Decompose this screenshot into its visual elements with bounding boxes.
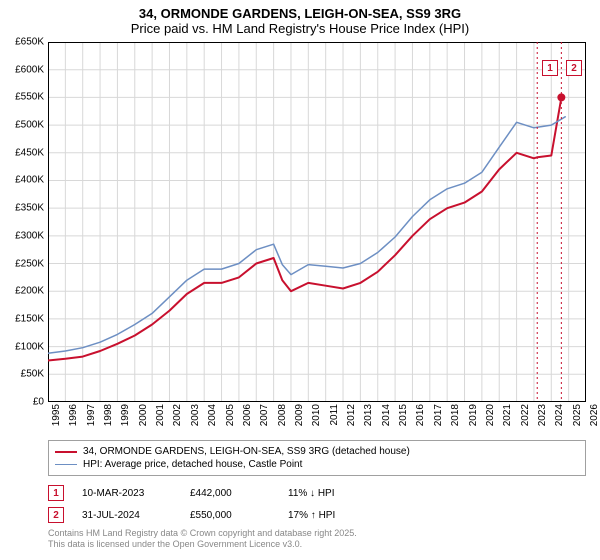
x-tick-label: 2017 <box>433 404 444 426</box>
x-tick-label: 1998 <box>103 404 114 426</box>
marker-price-2: £550,000 <box>190 510 270 521</box>
x-tick-label: 2022 <box>520 404 531 426</box>
x-tick-label: 2004 <box>207 404 218 426</box>
x-tick-label: 2011 <box>329 404 340 426</box>
y-tick-label: £500K <box>0 120 44 131</box>
x-tick-label: 2018 <box>450 404 461 426</box>
marker-date-2: 31-JUL-2024 <box>82 510 172 521</box>
x-tick-label: 2021 <box>502 404 513 426</box>
x-tick-label: 2010 <box>311 404 322 426</box>
y-tick-label: £550K <box>0 92 44 103</box>
x-tick-label: 2015 <box>398 404 409 426</box>
x-tick-label: 2014 <box>381 404 392 426</box>
x-tick-label: 2012 <box>346 404 357 426</box>
footer-attribution: Contains HM Land Registry data © Crown c… <box>48 528 357 551</box>
x-tick-label: 2016 <box>415 404 426 426</box>
legend-swatch-hpi <box>55 464 77 465</box>
x-tick-label: 2005 <box>225 404 236 426</box>
x-tick-label: 2026 <box>589 404 600 426</box>
x-tick-label: 2003 <box>190 404 201 426</box>
y-tick-label: £400K <box>0 175 44 186</box>
y-tick-label: £0 <box>0 397 44 408</box>
x-tick-label: 2006 <box>242 404 253 426</box>
x-tick-label: 1995 <box>51 404 62 426</box>
y-tick-label: £50K <box>0 369 44 380</box>
x-tick-label: 2013 <box>363 404 374 426</box>
chart-title-address: 34, ORMONDE GARDENS, LEIGH-ON-SEA, SS9 3… <box>0 6 600 21</box>
marker-table: 1 10-MAR-2023 £442,000 11% ↓ HPI 2 31-JU… <box>48 482 586 526</box>
chart-plot-area: £0£50K£100K£150K£200K£250K£300K£350K£400… <box>48 42 586 402</box>
footer-line1: Contains HM Land Registry data © Crown c… <box>48 528 357 539</box>
plot-marker-badge: 2 <box>566 60 582 76</box>
marker-price-1: £442,000 <box>190 488 270 499</box>
y-tick-label: £600K <box>0 64 44 75</box>
legend-label-price-paid: 34, ORMONDE GARDENS, LEIGH-ON-SEA, SS9 3… <box>83 446 410 457</box>
x-tick-label: 2000 <box>138 404 149 426</box>
x-tick-label: 2019 <box>468 404 479 426</box>
legend-box: 34, ORMONDE GARDENS, LEIGH-ON-SEA, SS9 3… <box>48 440 586 476</box>
x-tick-label: 2007 <box>259 404 270 426</box>
chart-svg <box>48 42 586 402</box>
footer-line2: This data is licensed under the Open Gov… <box>48 539 357 550</box>
plot-marker-badge: 1 <box>542 60 558 76</box>
marker-delta-2: 17% ↑ HPI <box>288 510 335 521</box>
marker-badge-1: 1 <box>48 485 64 501</box>
y-tick-label: £650K <box>0 37 44 48</box>
x-tick-label: 2009 <box>294 404 305 426</box>
x-tick-label: 2001 <box>155 404 166 426</box>
x-tick-label: 2024 <box>554 404 565 426</box>
y-tick-label: £200K <box>0 286 44 297</box>
marker-row-2: 2 31-JUL-2024 £550,000 17% ↑ HPI <box>48 504 586 526</box>
marker-delta-1: 11% ↓ HPI <box>288 488 335 499</box>
x-tick-label: 2025 <box>572 404 583 426</box>
chart-title-block: 34, ORMONDE GARDENS, LEIGH-ON-SEA, SS9 3… <box>0 0 600 36</box>
x-tick-label: 1996 <box>68 404 79 426</box>
y-tick-label: £450K <box>0 147 44 158</box>
x-tick-label: 2023 <box>537 404 548 426</box>
x-tick-label: 1999 <box>120 404 131 426</box>
legend-row-price-paid: 34, ORMONDE GARDENS, LEIGH-ON-SEA, SS9 3… <box>55 445 579 458</box>
y-tick-label: £150K <box>0 313 44 324</box>
y-tick-label: £250K <box>0 258 44 269</box>
chart-title-sub: Price paid vs. HM Land Registry's House … <box>0 21 600 36</box>
y-tick-label: £300K <box>0 230 44 241</box>
x-tick-label: 2002 <box>172 404 183 426</box>
marker-date-1: 10-MAR-2023 <box>82 488 172 499</box>
legend-row-hpi: HPI: Average price, detached house, Cast… <box>55 458 579 471</box>
x-tick-label: 2008 <box>277 404 288 426</box>
x-tick-label: 2020 <box>485 404 496 426</box>
legend-swatch-price-paid <box>55 451 77 453</box>
x-tick-label: 1997 <box>86 404 97 426</box>
marker-row-1: 1 10-MAR-2023 £442,000 11% ↓ HPI <box>48 482 586 504</box>
y-tick-label: £100K <box>0 341 44 352</box>
legend-label-hpi: HPI: Average price, detached house, Cast… <box>83 459 302 470</box>
y-tick-label: £350K <box>0 203 44 214</box>
marker-badge-2: 2 <box>48 507 64 523</box>
